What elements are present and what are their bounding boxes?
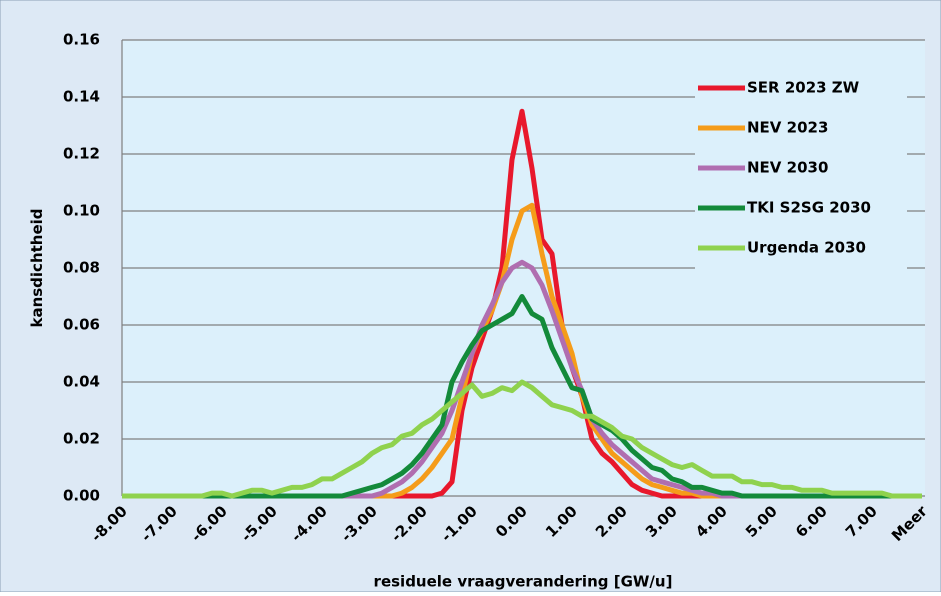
y-tick-label: 0.14 xyxy=(63,88,100,106)
legend-label: NEV 2030 xyxy=(747,159,828,177)
x-axis-title: residuele vraagverandering [GW/u] xyxy=(374,573,673,591)
legend-label: TKI S2SG 2030 xyxy=(747,199,871,217)
y-tick-label: 0.02 xyxy=(63,430,100,448)
legend-label: Urgenda 2030 xyxy=(747,239,866,257)
line-series xyxy=(122,379,922,499)
y-tick-label: 0.04 xyxy=(63,373,100,391)
legend-label: NEV 2023 xyxy=(747,119,828,137)
legend-label: SER 2023 ZW xyxy=(747,79,860,97)
y-tick-label: 0.08 xyxy=(63,259,100,277)
y-tick-label: 0.16 xyxy=(63,31,100,49)
line-series xyxy=(122,294,922,499)
y-axis-title: kansdichtheid xyxy=(28,208,46,327)
y-tick-label: 0.00 xyxy=(63,487,100,505)
y-tick-label: 0.12 xyxy=(63,145,100,163)
y-tick-label: 0.10 xyxy=(63,202,100,220)
y-tick-label: 0.06 xyxy=(63,316,100,334)
